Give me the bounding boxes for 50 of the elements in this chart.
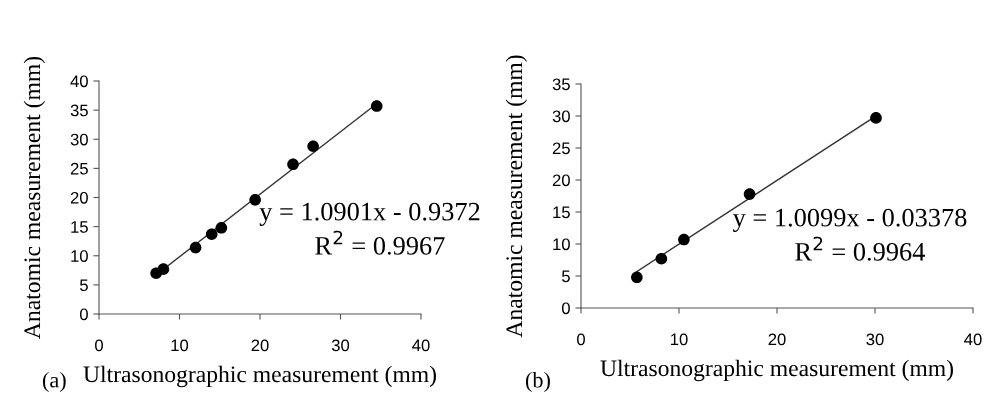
x-tick-label: 10: [171, 339, 189, 352]
x-tick-label: 40: [964, 333, 982, 346]
point: [287, 158, 299, 171]
x-tick-label: 20: [768, 333, 786, 346]
point: [743, 188, 756, 200]
y-axis-title: Anatomic measurement (mm): [505, 55, 528, 338]
x-tick-label: 10: [671, 333, 688, 346]
x-axis-title: Ultrasonographic measurement (mm): [83, 365, 436, 388]
point: [205, 228, 218, 241]
text: (a): [42, 371, 66, 393]
y-tick-label: 30: [70, 133, 88, 146]
annotation: R$^{2}$ = 0.9964: [795, 236, 925, 261]
x-tick-label: 40: [412, 339, 430, 352]
y-tick-label: 0: [79, 308, 88, 321]
x-tick-label: 0: [577, 333, 585, 346]
point: [307, 140, 319, 153]
y-tick-label: 25: [552, 142, 570, 155]
x-tick-label: 30: [331, 339, 350, 352]
point: [370, 100, 383, 112]
point: [678, 233, 690, 246]
y-tick-label: 40: [70, 75, 88, 88]
y-tick-label: 5: [561, 270, 570, 283]
y-tick-label: 35: [70, 104, 88, 117]
point: [157, 263, 170, 275]
annotation: R$^{2}$ = 0.9967: [315, 230, 445, 255]
point: [655, 252, 668, 265]
y-tick-label: 30: [552, 110, 570, 123]
y-tick-label: 0: [561, 302, 570, 315]
x-axis-title: Ultrasonographic measurement (mm): [600, 359, 953, 382]
y-tick-label: 20: [552, 174, 570, 187]
y-tick-label: 5: [79, 279, 88, 292]
y-tick-label: 10: [553, 238, 570, 251]
point: [215, 221, 228, 234]
point: [189, 241, 202, 254]
y-tick-label: 10: [71, 250, 88, 262]
point: [631, 271, 643, 284]
y-tick-label: 35: [552, 78, 570, 91]
annotation: y = 1.0901x - 0.9372: [259, 202, 480, 226]
x-tick-label: 30: [866, 333, 884, 346]
y-tick-label: 25: [70, 162, 88, 175]
x-tick-label: 0: [95, 339, 103, 352]
point: [249, 194, 261, 206]
annotation: y = 1.0099x - 0.03378: [732, 208, 967, 232]
y-axis-title: Anatomic measurement (mm): [23, 56, 46, 339]
y-tick-label: 15: [71, 221, 88, 233]
y-tick-label: 15: [553, 206, 570, 219]
y-tick-label: 20: [70, 191, 88, 204]
point: [870, 112, 882, 124]
text: (b): [525, 371, 550, 393]
x-tick-label: 20: [251, 339, 269, 352]
